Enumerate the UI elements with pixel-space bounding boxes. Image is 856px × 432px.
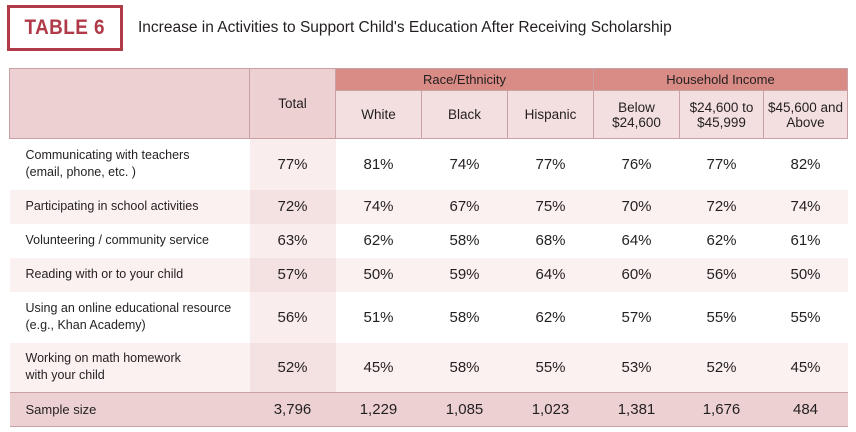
cell-income-low: 64% — [593, 223, 680, 258]
cell-total: 63% — [249, 223, 336, 258]
row-label-line: Using an online educational resource — [25, 301, 232, 315]
header-race-ethnicity: Race/Ethnicity — [335, 68, 594, 91]
cell-hispanic: 75% — [507, 189, 594, 224]
cell-white: 51% — [335, 291, 422, 343]
header-black: Black — [421, 90, 508, 139]
cell-income-mid: 56% — [679, 257, 764, 292]
cell-hispanic: 77% — [507, 138, 594, 190]
sample-white: 1,229 — [335, 392, 422, 427]
row-label: Reading with or to your child — [9, 257, 250, 292]
header-blank-cell — [9, 68, 250, 139]
row-label-line: Reading with or to your child — [25, 267, 184, 281]
header-income-mid-line1: $24,600 to — [689, 99, 754, 115]
sample-income-mid: 1,676 — [679, 392, 764, 427]
cell-hispanic: 68% — [507, 223, 594, 258]
header-hispanic: Hispanic — [507, 90, 594, 139]
table-row: Using an online educational resource (e.… — [9, 291, 848, 343]
sample-income-high: 484 — [763, 392, 848, 427]
cell-income-mid: 52% — [679, 342, 764, 393]
cell-black: 58% — [421, 291, 508, 343]
cell-white: 45% — [335, 342, 422, 393]
cell-income-mid: 72% — [679, 189, 764, 224]
table-row: Volunteering / community service 63% 62%… — [9, 223, 848, 258]
cell-income-high: 61% — [763, 223, 848, 258]
cell-income-low: 53% — [593, 342, 680, 393]
cell-income-mid: 77% — [679, 138, 764, 190]
cell-black: 58% — [421, 223, 508, 258]
sample-size-label: Sample size — [9, 392, 250, 427]
row-label: Participating in school activities — [9, 189, 250, 224]
header-income-high-line1: $45,600 and — [767, 99, 844, 115]
table-number-badge: TABLE 6 — [7, 5, 123, 51]
cell-black: 58% — [421, 342, 508, 393]
cell-income-low: 60% — [593, 257, 680, 292]
cell-hispanic: 64% — [507, 257, 594, 292]
table-number-label: TABLE 6 — [24, 16, 106, 39]
cell-total: 72% — [249, 189, 336, 224]
cell-income-high: 74% — [763, 189, 848, 224]
header-income-high-line2: Above — [786, 114, 825, 130]
header-income-low-line2: $24,600 — [612, 114, 661, 130]
cell-income-high: 55% — [763, 291, 848, 343]
table-row: Communicating with teachers (email, phon… — [9, 138, 848, 190]
sample-black: 1,085 — [421, 392, 508, 427]
cell-hispanic: 62% — [507, 291, 594, 343]
cell-income-low: 76% — [593, 138, 680, 190]
row-label-line: Participating in school activities — [25, 199, 199, 213]
cell-black: 59% — [421, 257, 508, 292]
sample-total: 3,796 — [249, 392, 336, 427]
table-title: Increase in Activities to Support Child'… — [138, 19, 672, 36]
header-white: White — [335, 90, 422, 139]
cell-total: 52% — [249, 342, 336, 393]
header-total: Total — [249, 68, 336, 139]
cell-total: 77% — [249, 138, 336, 190]
cell-white: 74% — [335, 189, 422, 224]
cell-black: 74% — [421, 138, 508, 190]
row-label: Working on math homework with your child — [9, 342, 250, 393]
header-income-low-line1: Below — [618, 99, 655, 115]
cell-income-mid: 55% — [679, 291, 764, 343]
cell-income-high: 82% — [763, 138, 848, 190]
cell-total: 56% — [249, 291, 336, 343]
header-income-mid-line2: $45,999 — [697, 114, 746, 130]
header-household-income: Household Income — [593, 68, 848, 91]
row-label-line: Communicating with teachers — [25, 148, 190, 163]
cell-income-mid: 62% — [679, 223, 764, 258]
cell-income-high: 50% — [763, 257, 848, 292]
header-income-high: $45,600 and Above — [763, 90, 848, 139]
row-label: Volunteering / community service — [9, 223, 250, 258]
row-label-line: (e.g., Khan Academy) — [25, 318, 146, 332]
sample-income-low: 1,381 — [593, 392, 680, 427]
cell-white: 62% — [335, 223, 422, 258]
cell-total: 57% — [249, 257, 336, 292]
cell-income-low: 70% — [593, 189, 680, 224]
table-row: Working on math homework with your child… — [9, 342, 848, 393]
row-label: Using an online educational resource (e.… — [9, 291, 250, 343]
row-label-line: (email, phone, etc. ) — [25, 165, 136, 180]
row-label-line: Working on math homework — [25, 351, 181, 366]
row-label-line: with your child — [25, 368, 105, 383]
row-label: Communicating with teachers (email, phon… — [9, 138, 250, 190]
data-table: Total Race/Ethnicity Household Income Wh… — [9, 68, 848, 427]
sample-hispanic: 1,023 — [507, 392, 594, 427]
cell-hispanic: 55% — [507, 342, 594, 393]
cell-income-high: 45% — [763, 342, 848, 393]
table-row: Participating in school activities 72% 7… — [9, 189, 848, 224]
header-income-low: Below $24,600 — [593, 90, 680, 139]
cell-white: 50% — [335, 257, 422, 292]
header-income-mid: $24,600 to $45,999 — [679, 90, 764, 139]
cell-black: 67% — [421, 189, 508, 224]
cell-white: 81% — [335, 138, 422, 190]
cell-income-low: 57% — [593, 291, 680, 343]
row-label-line: Volunteering / community service — [25, 233, 209, 247]
table-row: Reading with or to your child 57% 50% 59… — [9, 257, 848, 292]
sample-size-row: Sample size 3,796 1,229 1,085 1,023 1,38… — [9, 392, 848, 427]
